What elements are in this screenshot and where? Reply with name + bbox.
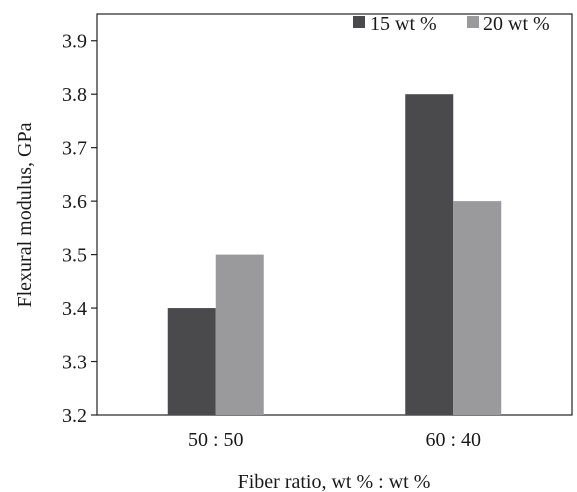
x-tick-label: 50 : 50: [188, 429, 244, 451]
bar-15wt-50-50: [167, 308, 216, 415]
y-tick-label: 3.8: [62, 84, 87, 106]
legend-label-15wt: 15 wt %: [370, 13, 437, 35]
legend: 15 wt % 20 wt %: [353, 13, 550, 35]
y-tick-label: 3.2: [62, 405, 87, 427]
legend-label-20wt: 20 wt %: [483, 13, 550, 35]
y-axis-title: Flexural modulus, GPa: [14, 122, 36, 307]
y-axis: 3.2 3.3 3.4 3.5 3.6 3.7 3.8 3.9: [62, 31, 97, 427]
y-tick-label: 3.6: [62, 191, 87, 213]
y-tick-label: 3.3: [62, 352, 87, 374]
legend-swatch-15wt: [353, 16, 365, 28]
plot-frame: [96, 13, 573, 416]
bar-20wt-50-50: [215, 254, 264, 415]
x-axis-title: Fiber ratio, wt % : wt %: [238, 471, 431, 492]
y-tick-label: 3.5: [62, 245, 87, 267]
x-axis: 50 : 50 60 : 40: [188, 429, 481, 451]
y-tick-label: 3.4: [62, 298, 87, 320]
bar-20wt-60-40: [453, 201, 502, 415]
x-tick-label: 60 : 40: [425, 429, 481, 451]
y-tick-label: 3.7: [62, 138, 87, 160]
bar-15wt-60-40: [405, 94, 454, 415]
legend-swatch-20wt: [467, 16, 479, 28]
y-tick-label: 3.9: [62, 31, 87, 53]
bar-series: [167, 94, 502, 415]
